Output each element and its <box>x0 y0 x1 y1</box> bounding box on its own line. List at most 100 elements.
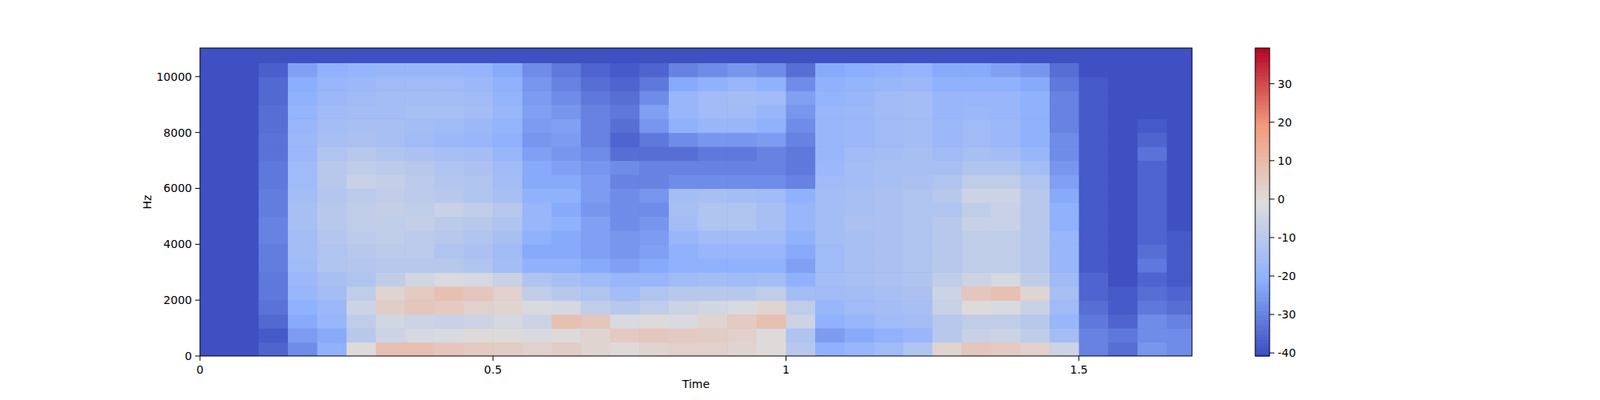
cell <box>434 216 464 231</box>
cell <box>434 244 464 259</box>
cell <box>434 160 464 176</box>
cell <box>610 188 640 203</box>
colorbar <box>1255 48 1270 357</box>
cell <box>1137 160 1168 176</box>
cell <box>464 118 494 133</box>
cell <box>903 328 933 343</box>
cell <box>288 146 318 161</box>
cell <box>258 342 288 356</box>
cell <box>404 188 435 203</box>
cell <box>727 48 757 64</box>
cell <box>522 174 552 189</box>
cell <box>258 216 288 231</box>
cell <box>522 90 552 105</box>
cell <box>200 216 230 231</box>
cell <box>404 132 435 148</box>
y-axis-label: Hz <box>140 195 154 210</box>
cell <box>727 76 757 92</box>
cell <box>376 160 406 176</box>
cell <box>932 314 963 329</box>
cell <box>991 90 1021 105</box>
cell <box>1167 48 1192 64</box>
cell <box>698 342 728 356</box>
cell <box>464 230 494 245</box>
cell <box>1020 328 1050 343</box>
cell <box>434 202 464 217</box>
cell <box>1167 62 1192 77</box>
cell <box>1079 314 1109 329</box>
cell <box>873 244 904 259</box>
cell <box>991 188 1021 203</box>
cell <box>991 174 1021 189</box>
cell <box>316 272 347 287</box>
x-tick-label: 1 <box>782 363 790 376</box>
cell <box>1108 118 1138 133</box>
cell <box>610 300 640 315</box>
cell <box>200 146 230 161</box>
cell <box>815 230 845 245</box>
cell <box>434 328 464 343</box>
cell <box>698 132 728 148</box>
cell <box>903 314 933 329</box>
cell <box>464 188 494 203</box>
cell <box>316 160 347 176</box>
cell <box>229 272 260 287</box>
cell <box>434 258 464 273</box>
cell <box>580 104 611 120</box>
cell <box>785 90 816 105</box>
cell <box>404 90 435 105</box>
cell <box>1167 174 1192 189</box>
cell <box>727 146 757 161</box>
cell <box>785 342 816 356</box>
cell <box>551 342 581 356</box>
cell <box>698 314 728 329</box>
chart: 00.511.50200040006000800010000TimeHz-40-… <box>0 0 1600 400</box>
cell <box>551 230 581 245</box>
colorbar-tick-label: 30 <box>1277 77 1292 91</box>
cell <box>844 132 875 148</box>
cell <box>756 328 787 343</box>
cell <box>376 188 406 203</box>
cell <box>698 76 728 92</box>
cell <box>1108 188 1138 203</box>
cell <box>785 118 816 133</box>
plot-background <box>200 48 1192 356</box>
cell <box>258 118 288 133</box>
cell <box>288 216 318 231</box>
cell <box>200 230 230 245</box>
cell <box>580 300 611 315</box>
cell <box>404 244 435 259</box>
colorbar-tick <box>1269 276 1275 277</box>
y-tick <box>195 76 200 77</box>
cell <box>668 272 699 287</box>
cell <box>1020 174 1050 189</box>
cell <box>903 216 933 231</box>
cell <box>580 272 611 287</box>
cell <box>961 90 992 105</box>
cell <box>200 244 230 259</box>
cell <box>756 300 787 315</box>
cell <box>1167 188 1192 203</box>
x-tick-label: 0.5 <box>484 363 502 376</box>
cell <box>1049 202 1080 217</box>
cell <box>316 188 347 203</box>
cell <box>815 48 845 64</box>
colorbar-tick <box>1269 352 1275 354</box>
cell <box>844 272 875 287</box>
cell <box>464 258 494 273</box>
cell <box>961 328 992 343</box>
cell <box>727 258 757 273</box>
cell <box>1079 328 1109 343</box>
cell <box>522 146 552 161</box>
cell <box>404 328 435 343</box>
cell <box>668 188 699 203</box>
cell <box>522 216 552 231</box>
cell <box>258 314 288 329</box>
cell <box>903 146 933 161</box>
cell <box>698 48 728 64</box>
cell <box>492 188 523 203</box>
cell <box>492 90 523 105</box>
cell <box>873 314 904 329</box>
cell <box>639 76 669 92</box>
cell <box>316 216 347 231</box>
